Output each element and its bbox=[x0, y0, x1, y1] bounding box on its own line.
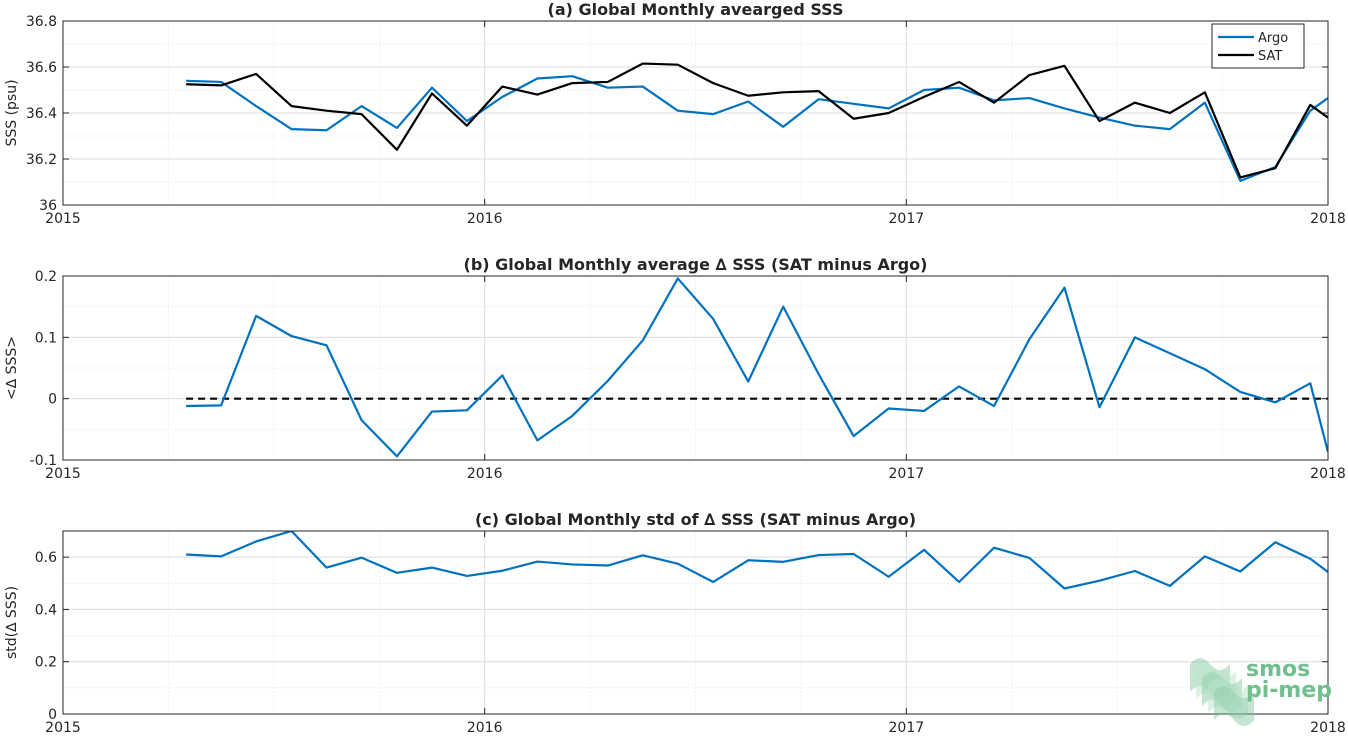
x-tick-label: 2016 bbox=[467, 211, 503, 227]
series-line-delta-sss bbox=[186, 277, 1328, 458]
chart-title: (b) Global Monthly average ∆ SSS (SAT mi… bbox=[464, 255, 928, 274]
y-tick-label: 0 bbox=[48, 392, 57, 408]
y-axis-label: <∆ SSS> bbox=[4, 336, 20, 400]
logo-wave bbox=[1214, 686, 1254, 726]
axes-box bbox=[62, 275, 1329, 461]
chart-panel-b: -0.1 0 0.1 0.2 2015 2016 2017 2018 (b) Global Mo… bbox=[4, 255, 1346, 482]
legend-box bbox=[1211, 23, 1305, 69]
axes-box bbox=[62, 530, 1329, 715]
y-tick-label: 36 bbox=[39, 198, 57, 214]
y-tick-label: 36.2 bbox=[26, 152, 57, 168]
x-tick-label: 2015 bbox=[45, 466, 81, 482]
y-tick-label: 36.8 bbox=[26, 14, 57, 30]
x-tick-label: 2018 bbox=[1310, 211, 1346, 227]
logo-wave bbox=[1202, 672, 1242, 712]
y-tick-label: 0.1 bbox=[35, 330, 57, 346]
chart-title: (c) Global Monthly std of ∆ SSS (SAT min… bbox=[475, 510, 916, 529]
series-line-argo bbox=[186, 75, 1328, 182]
chart-panel-c: 0 0.2 0.4 0.6 2015 2016 2017 2018 (c) Global Mon… bbox=[4, 510, 1346, 736]
y-axis-label: std(∆ SSS) bbox=[4, 586, 20, 659]
logo-wave bbox=[1196, 665, 1236, 705]
logo-text-pimep: pi-mep bbox=[1246, 678, 1332, 703]
x-tick-label: 2015 bbox=[45, 211, 81, 227]
y-tick-label: 0.4 bbox=[35, 602, 57, 618]
logo-wave-icon bbox=[1190, 658, 1254, 726]
legend-entry-sat: SAT bbox=[1258, 49, 1282, 64]
y-tick-label: 0.2 bbox=[35, 269, 57, 285]
logo-wave bbox=[1208, 679, 1248, 719]
x-tick-label: 2015 bbox=[45, 720, 81, 736]
y-tick-label: -0.1 bbox=[30, 453, 57, 469]
x-tick-label: 2016 bbox=[467, 720, 503, 736]
y-tick-label: 36.6 bbox=[26, 60, 57, 76]
chart-title: (a) Global Monthly avearged SSS bbox=[548, 0, 844, 19]
legend-entry-argo: Argo bbox=[1258, 31, 1288, 46]
logo-text-smos: smos bbox=[1246, 657, 1310, 682]
x-tick-label: 2016 bbox=[467, 466, 503, 482]
y-axis-label: SSS (psu) bbox=[4, 79, 20, 146]
series-line-sat bbox=[186, 62, 1328, 179]
y-tick-label: 0 bbox=[48, 707, 57, 723]
x-tick-label: 2017 bbox=[889, 720, 925, 736]
y-tick-label: 0.6 bbox=[35, 550, 57, 566]
x-tick-label: 2017 bbox=[889, 466, 925, 482]
plot-area bbox=[63, 531, 1328, 714]
y-tick-label: 36.4 bbox=[26, 106, 57, 122]
x-tick-label: 2018 bbox=[1310, 466, 1346, 482]
legend: Argo SAT bbox=[1211, 23, 1305, 69]
x-tick-label: 2018 bbox=[1310, 720, 1346, 736]
chart-panel-a: 36 36.2 36.4 36.6 36.8 2015 2016 2017 2018 (a) Gl… bbox=[4, 0, 1346, 227]
y-tick-label: 0.2 bbox=[35, 655, 57, 671]
series-line-delta-sss bbox=[186, 531, 1328, 590]
x-tick-label: 2017 bbox=[889, 211, 925, 227]
logo-wave bbox=[1190, 658, 1230, 698]
